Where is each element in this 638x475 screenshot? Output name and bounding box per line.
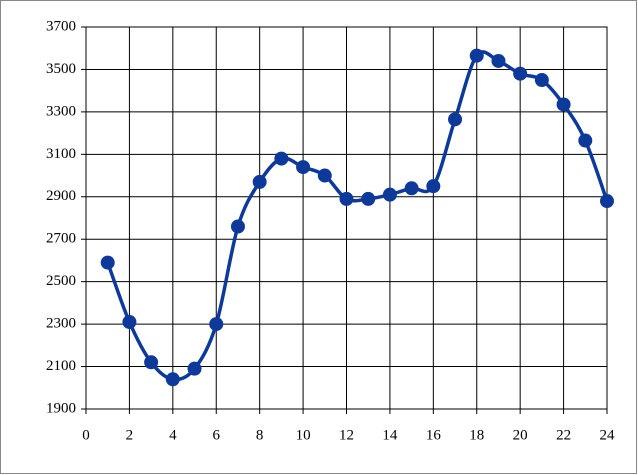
plot-frame <box>85 26 608 410</box>
data-point <box>317 168 332 183</box>
data-point <box>339 191 354 206</box>
data-point <box>578 133 593 148</box>
x-tick-label: 22 <box>556 427 571 443</box>
y-tick-label: 2100 <box>46 358 76 374</box>
data-point <box>296 160 311 175</box>
data-point <box>165 372 180 387</box>
data-point <box>426 179 441 194</box>
data-point <box>404 181 419 196</box>
data-point <box>209 317 224 332</box>
x-tick-label: 8 <box>256 427 264 443</box>
y-tick-label: 2700 <box>46 231 76 247</box>
x-tick-label: 10 <box>296 427 311 443</box>
y-tick-label: 3500 <box>46 61 76 77</box>
x-tick-label: 20 <box>513 427 528 443</box>
x-tick-label: 0 <box>82 427 90 443</box>
y-tick-label: 2500 <box>46 273 76 289</box>
data-point <box>100 255 115 270</box>
y-tick-label: 2300 <box>46 316 76 332</box>
y-tick-label: 3100 <box>46 146 76 162</box>
data-point <box>534 73 549 88</box>
y-tick-label: 3700 <box>46 18 76 34</box>
data-point <box>361 191 376 206</box>
y-tick-label: 3300 <box>46 103 76 119</box>
x-tick-label: 24 <box>600 427 616 443</box>
y-tick-label: 1900 <box>46 400 76 416</box>
data-point <box>187 361 202 376</box>
x-tick-label: 16 <box>426 427 442 443</box>
data-point <box>448 112 463 127</box>
x-tick-label: 4 <box>169 427 177 443</box>
x-tick-label: 18 <box>469 427 484 443</box>
data-point <box>274 151 289 166</box>
x-tick-label: 2 <box>126 427 134 443</box>
x-tick-label: 12 <box>339 427 354 443</box>
data-point <box>144 355 159 370</box>
data-point <box>469 48 484 63</box>
x-tick-label: 6 <box>213 427 221 443</box>
data-point <box>122 314 137 329</box>
x-tick-label: 14 <box>382 427 398 443</box>
data-point <box>513 66 528 81</box>
data-point <box>252 174 267 189</box>
data-point <box>491 53 506 68</box>
data-point <box>230 219 245 234</box>
data-point <box>600 194 614 209</box>
data-point <box>382 187 397 202</box>
y-tick-label: 2900 <box>46 188 76 204</box>
data-point <box>556 97 571 112</box>
